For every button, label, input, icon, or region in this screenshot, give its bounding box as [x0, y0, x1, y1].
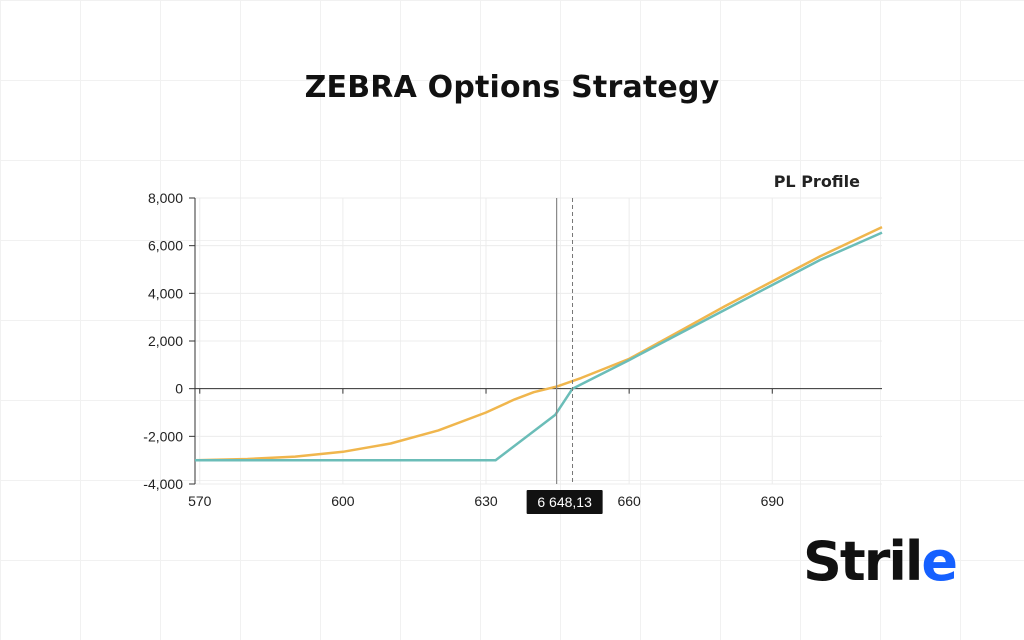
x-tick-label: 570: [188, 493, 212, 509]
series-line-1: [194, 225, 883, 462]
chart-crosshair: [556, 198, 574, 484]
y-tick-label: 2,000: [148, 333, 183, 349]
chart-tick-labels: -4,000 -2,000 0 2,000 4,000 6,000 8,000 570 600 6…: [143, 190, 784, 514]
series-line-2: [195, 231, 883, 462]
chart-grid: [195, 197, 882, 485]
y-tick-label: 0: [175, 381, 183, 397]
x-tick-label: 690: [761, 493, 785, 509]
chart-axes: [189, 197, 882, 485]
strike-logo: Strile: [803, 530, 958, 593]
x-tick-label: 630: [474, 493, 498, 509]
x-tick-label: 600: [331, 493, 355, 509]
crosshair-value-badge: [526, 490, 603, 514]
y-tick-label: -4,000: [143, 476, 183, 492]
page-title: ZEBRA Options Strategy: [304, 70, 720, 105]
y-tick-label: -2,000: [143, 428, 183, 444]
y-tick-label: 6,000: [148, 238, 183, 254]
chart-series: [194, 225, 883, 462]
chart-subtitle: PL Profile: [774, 172, 860, 191]
x-tick-label: 660: [617, 493, 641, 509]
y-tick-label: 8,000: [148, 190, 183, 206]
y-tick-label: 4,000: [148, 285, 183, 301]
crosshair-value-label: 6 648,13: [537, 494, 592, 510]
